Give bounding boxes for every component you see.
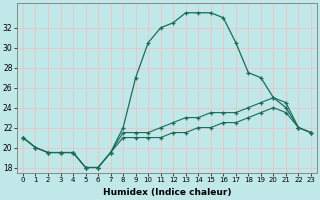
X-axis label: Humidex (Indice chaleur): Humidex (Indice chaleur) [103,188,231,197]
